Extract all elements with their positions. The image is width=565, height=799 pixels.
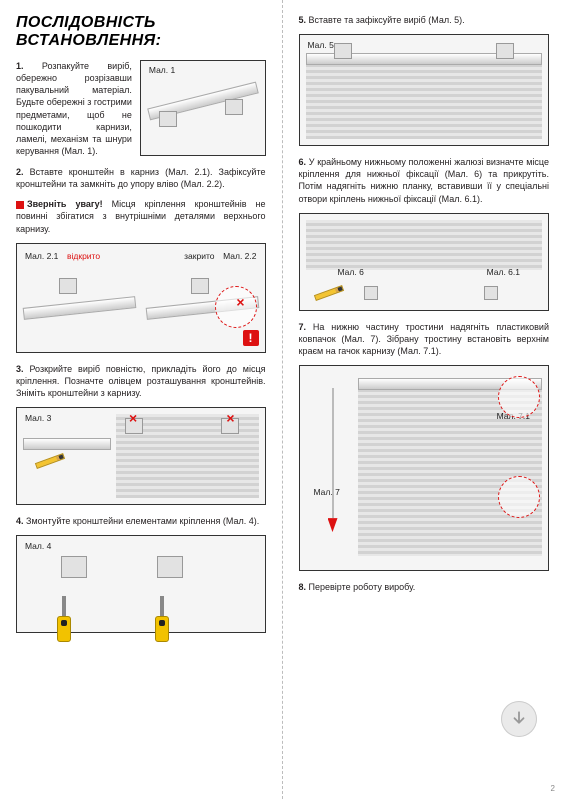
step4-body: Змонтуйте кронштейни елементами кріпленн…	[26, 516, 259, 526]
step3-text: 3. Розкрийте виріб повністю, прикладіть …	[16, 363, 266, 399]
step1-row: 1. Розпакуйте виріб, обережно розрізавши…	[16, 60, 266, 166]
fig6-pencil-icon	[313, 285, 343, 301]
step7-text: 7. На нижню частину тростини надягніть п…	[299, 321, 550, 357]
step6-num: 6.	[299, 157, 307, 167]
step1-num: 1.	[16, 61, 24, 71]
step6-text: 6. У крайньому нижньому положенні жалюзі…	[299, 156, 550, 205]
page-number: 2	[551, 784, 555, 793]
figure-5: Мал. 5	[299, 34, 550, 146]
warning-text: Зверніть увагу! Місця кріплення кронштей…	[16, 198, 266, 234]
step8-num: 8.	[299, 582, 307, 592]
fig2-xmark: ×	[236, 294, 244, 310]
step5-body: Вставте та зафіксуйте виріб (Мал. 5).	[309, 15, 465, 25]
fig6-l1: Мал. 6	[336, 266, 366, 278]
step5-num: 5.	[299, 15, 307, 25]
fig4-bracket-a	[61, 556, 87, 578]
fig6-blinds	[306, 220, 543, 270]
step1-body: Розпакуйте виріб, обережно розрізавши па…	[16, 61, 132, 156]
fig7-l1: Мал. 7	[312, 486, 342, 498]
fig1-bracket2	[225, 99, 243, 115]
figure-2: Мал. 2.1 відкрито закрито Мал. 2.2 × !	[16, 243, 266, 353]
step2-num: 2.	[16, 167, 24, 177]
figure-4: Мал. 4	[16, 535, 266, 633]
step8-body: Перевірте роботу виробу.	[309, 582, 416, 592]
step1-text: 1. Розпакуйте виріб, обережно розрізавши…	[16, 60, 132, 158]
fig6-clip-a	[364, 286, 378, 300]
step2-text: 2. Вставте кронштейн в карниз (Мал. 2.1)…	[16, 166, 266, 190]
figure-7: Мал. 7 Мал. 7.1	[299, 365, 550, 571]
fig6-clip-b	[484, 286, 498, 300]
fig3-label: Мал. 3	[23, 412, 53, 424]
right-column: 5. Вставте та зафіксуйте виріб (Мал. 5).…	[283, 0, 565, 799]
fig4-label: Мал. 4	[23, 540, 53, 552]
fig2-alert-icon: !	[243, 330, 259, 346]
step5-text: 5. Вставте та зафіксуйте виріб (Мал. 5).	[299, 14, 550, 26]
fig2-l2: Мал. 2.2	[221, 250, 258, 262]
fig3-rail	[23, 438, 111, 450]
fig4-drill-a	[57, 592, 71, 642]
fig2-open: відкрито	[65, 250, 102, 262]
fig2-bracket-a	[59, 278, 77, 294]
step2-body: Вставте кронштейн в карниз (Мал. 2.1). З…	[16, 167, 266, 189]
step3-body: Розкрийте виріб повністю, прикладіть йог…	[16, 364, 266, 398]
figure-1: Мал. 1	[140, 60, 266, 156]
fig3-pencil-icon	[35, 453, 65, 469]
page-down-arrow-icon	[501, 701, 537, 737]
fig7-cap-icon	[328, 518, 338, 532]
step4-num: 4.	[16, 516, 24, 526]
left-column: ПОСЛІДОВНІСТЬ ВСТАНОВЛЕННЯ: 1. Розпакуйт…	[0, 0, 283, 799]
fig4-drill-b	[155, 592, 169, 642]
fig6-l2: Мал. 6.1	[485, 266, 522, 278]
fig5-blinds	[306, 61, 543, 139]
step7-body: На нижню частину тростини надягніть плас…	[299, 322, 550, 356]
figure-3: Мал. 3 × ×	[16, 407, 266, 505]
fig5-label: Мал. 5	[306, 39, 336, 51]
warning-icon	[16, 201, 24, 209]
fig3-x2: ×	[226, 410, 234, 426]
step3-num: 3.	[16, 364, 24, 374]
fig2-closed: закрито	[182, 250, 216, 262]
fig3-x1: ×	[129, 410, 137, 426]
warning-bold: Зверніть увагу!	[27, 199, 103, 209]
step8-text: 8. Перевірте роботу виробу.	[299, 581, 550, 593]
fig4-bracket-b	[157, 556, 183, 578]
fig5-bracket-a	[334, 43, 352, 59]
fig7-callout-top	[498, 376, 540, 418]
fig1-label: Мал. 1	[147, 64, 177, 76]
step4-text: 4. Змонтуйте кронштейни елементами кріпл…	[16, 515, 266, 527]
fig7-wand	[332, 388, 334, 518]
step7-num: 7.	[299, 322, 307, 332]
fig5-bracket-b	[496, 43, 514, 59]
figure-6: Мал. 6 Мал. 6.1	[299, 213, 550, 311]
fig2-bracket-b	[191, 278, 209, 294]
fig1-bracket1	[159, 111, 177, 127]
fig2-rail-a	[23, 296, 136, 320]
fig7-callout-bottom	[498, 476, 540, 518]
page-title: ПОСЛІДОВНІСТЬ ВСТАНОВЛЕННЯ:	[16, 14, 266, 50]
step6-body: У крайньому нижньому положенні жалюзі ви…	[299, 157, 550, 203]
fig2-l1: Мал. 2.1	[23, 250, 60, 262]
